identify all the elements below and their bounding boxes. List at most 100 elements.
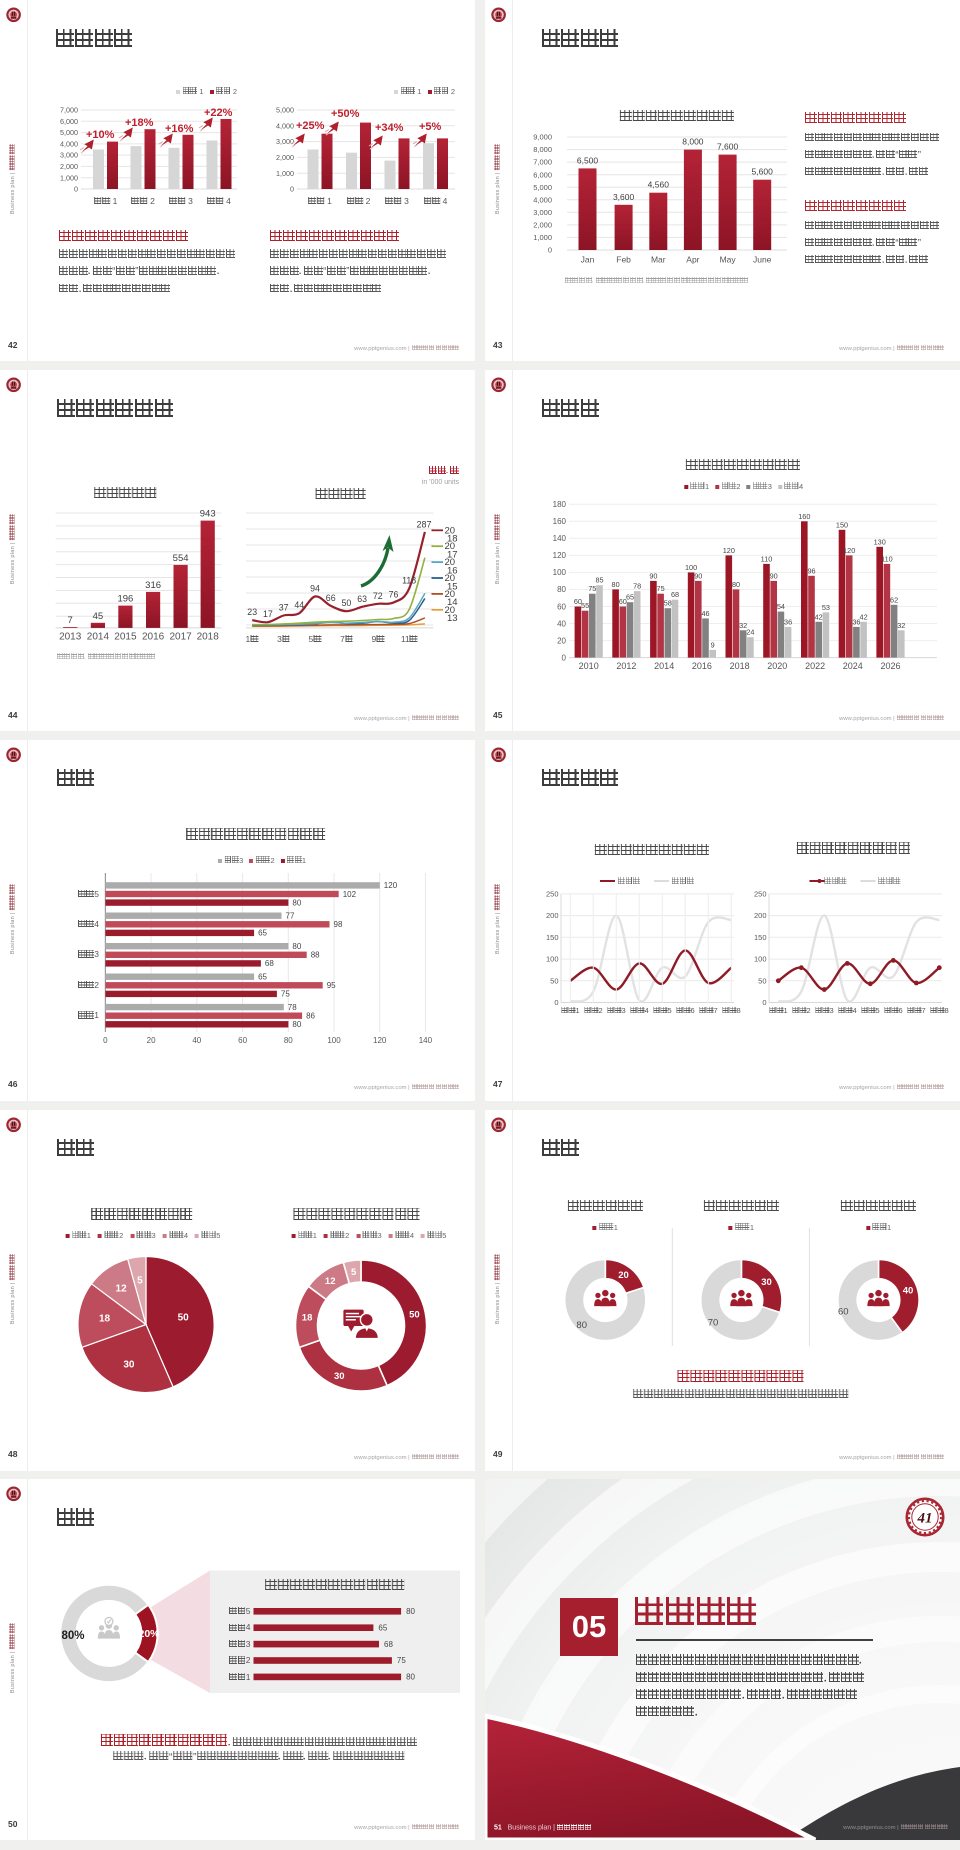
svg-text:80: 80	[284, 1036, 293, 1045]
svg-text:5,000: 5,000	[276, 106, 294, 115]
svg-text:55: 55	[581, 601, 589, 610]
svg-text:12: 12	[325, 1275, 336, 1286]
svg-text:0: 0	[103, 1036, 108, 1045]
svg-text:150: 150	[754, 932, 767, 941]
svg-text:8,000: 8,000	[533, 145, 552, 154]
svg-text:9: 9	[711, 640, 715, 649]
svg-text:63: 63	[357, 594, 367, 604]
svg-text:4,560: 4,560	[648, 180, 670, 190]
svg-text:0: 0	[554, 998, 558, 1007]
svg-text:7,000: 7,000	[60, 106, 78, 115]
svg-text:0: 0	[74, 185, 78, 194]
svg-text:60: 60	[838, 1306, 849, 1317]
svg-text:6,000: 6,000	[60, 117, 78, 126]
svg-text:42: 42	[860, 612, 868, 621]
svg-text:118: 118	[402, 575, 416, 585]
svg-text:2014: 2014	[87, 631, 110, 642]
svg-text:88: 88	[311, 950, 320, 959]
svg-text:20: 20	[445, 557, 456, 568]
svg-text:160: 160	[553, 517, 567, 526]
svg-text:32: 32	[897, 621, 905, 630]
svg-text:40: 40	[192, 1036, 201, 1045]
svg-text:65: 65	[258, 928, 267, 937]
svg-text:80: 80	[406, 1673, 415, 1682]
svg-text:2018: 2018	[730, 661, 750, 671]
svg-text:16: 16	[447, 565, 458, 576]
svg-text:3,000: 3,000	[276, 137, 294, 146]
svg-text:2016: 2016	[142, 631, 165, 642]
svg-text:120: 120	[723, 546, 735, 555]
svg-text:14: 14	[447, 597, 458, 608]
svg-text:85: 85	[595, 576, 603, 585]
svg-text:24: 24	[746, 628, 754, 637]
svg-text:72: 72	[373, 591, 383, 601]
svg-text:7: 7	[68, 615, 73, 626]
svg-text:62: 62	[890, 595, 898, 604]
svg-text:4,000: 4,000	[276, 121, 294, 130]
svg-text:250: 250	[754, 889, 767, 898]
svg-text:54: 54	[777, 602, 785, 611]
svg-text:20: 20	[147, 1036, 156, 1045]
svg-text:0: 0	[762, 998, 766, 1007]
svg-text:150: 150	[836, 520, 848, 529]
svg-text:6,000: 6,000	[533, 170, 552, 179]
svg-text:June: June	[753, 255, 772, 265]
svg-text:17: 17	[447, 550, 458, 561]
svg-text:80: 80	[732, 580, 740, 589]
svg-text:75: 75	[281, 989, 290, 998]
svg-text:2,000: 2,000	[60, 162, 78, 171]
svg-text:102: 102	[343, 889, 357, 898]
svg-text:50: 50	[342, 598, 352, 608]
svg-text:75: 75	[397, 1656, 406, 1665]
svg-text:120: 120	[843, 546, 855, 555]
svg-text:60: 60	[574, 597, 582, 606]
svg-text:76: 76	[389, 590, 399, 600]
svg-text:200: 200	[546, 911, 559, 920]
svg-text:60: 60	[238, 1036, 247, 1045]
svg-text:8,000: 8,000	[682, 137, 704, 147]
svg-text:196: 196	[117, 594, 133, 605]
svg-text:20: 20	[445, 605, 456, 616]
svg-text:1,000: 1,000	[276, 169, 294, 178]
svg-text:50: 50	[550, 976, 558, 985]
svg-text:68: 68	[384, 1640, 393, 1649]
svg-text:80: 80	[576, 1319, 587, 1330]
svg-text:20: 20	[557, 636, 566, 645]
svg-text:96: 96	[807, 566, 815, 575]
svg-text:80: 80	[406, 1607, 415, 1616]
svg-text:120: 120	[384, 881, 398, 890]
svg-text:95: 95	[327, 981, 336, 990]
svg-text:80: 80	[292, 1020, 301, 1029]
svg-text:30: 30	[334, 1370, 345, 1381]
svg-text:100: 100	[553, 568, 567, 577]
svg-text:250: 250	[546, 889, 559, 898]
svg-text:80%: 80%	[61, 1630, 84, 1642]
svg-text:4,000: 4,000	[533, 195, 552, 204]
svg-text:2,000: 2,000	[533, 221, 552, 230]
svg-text:13: 13	[447, 613, 458, 624]
svg-text:20%: 20%	[138, 1628, 160, 1640]
svg-text:50: 50	[758, 976, 766, 985]
svg-text:2,000: 2,000	[276, 153, 294, 162]
svg-text:2017: 2017	[169, 631, 192, 642]
svg-text:53: 53	[822, 603, 830, 612]
svg-text:1,000: 1,000	[533, 233, 552, 242]
svg-text:7,600: 7,600	[717, 142, 739, 152]
svg-text:140: 140	[419, 1036, 433, 1045]
svg-text:5: 5	[351, 1266, 357, 1277]
svg-text:18: 18	[447, 534, 458, 545]
svg-text:5,600: 5,600	[752, 167, 774, 177]
svg-text:316: 316	[145, 580, 161, 591]
svg-text:75: 75	[588, 584, 596, 593]
svg-text:37: 37	[279, 603, 289, 613]
svg-text:90: 90	[770, 571, 778, 580]
svg-text:12: 12	[116, 1283, 128, 1294]
svg-text:2010: 2010	[579, 661, 599, 671]
svg-text:77: 77	[286, 911, 295, 920]
svg-text:2020: 2020	[767, 661, 787, 671]
svg-text:2026: 2026	[880, 661, 900, 671]
svg-text:200: 200	[754, 911, 767, 920]
svg-text:6,500: 6,500	[577, 155, 599, 165]
svg-text:20: 20	[618, 1270, 629, 1281]
svg-text:130: 130	[874, 537, 886, 546]
